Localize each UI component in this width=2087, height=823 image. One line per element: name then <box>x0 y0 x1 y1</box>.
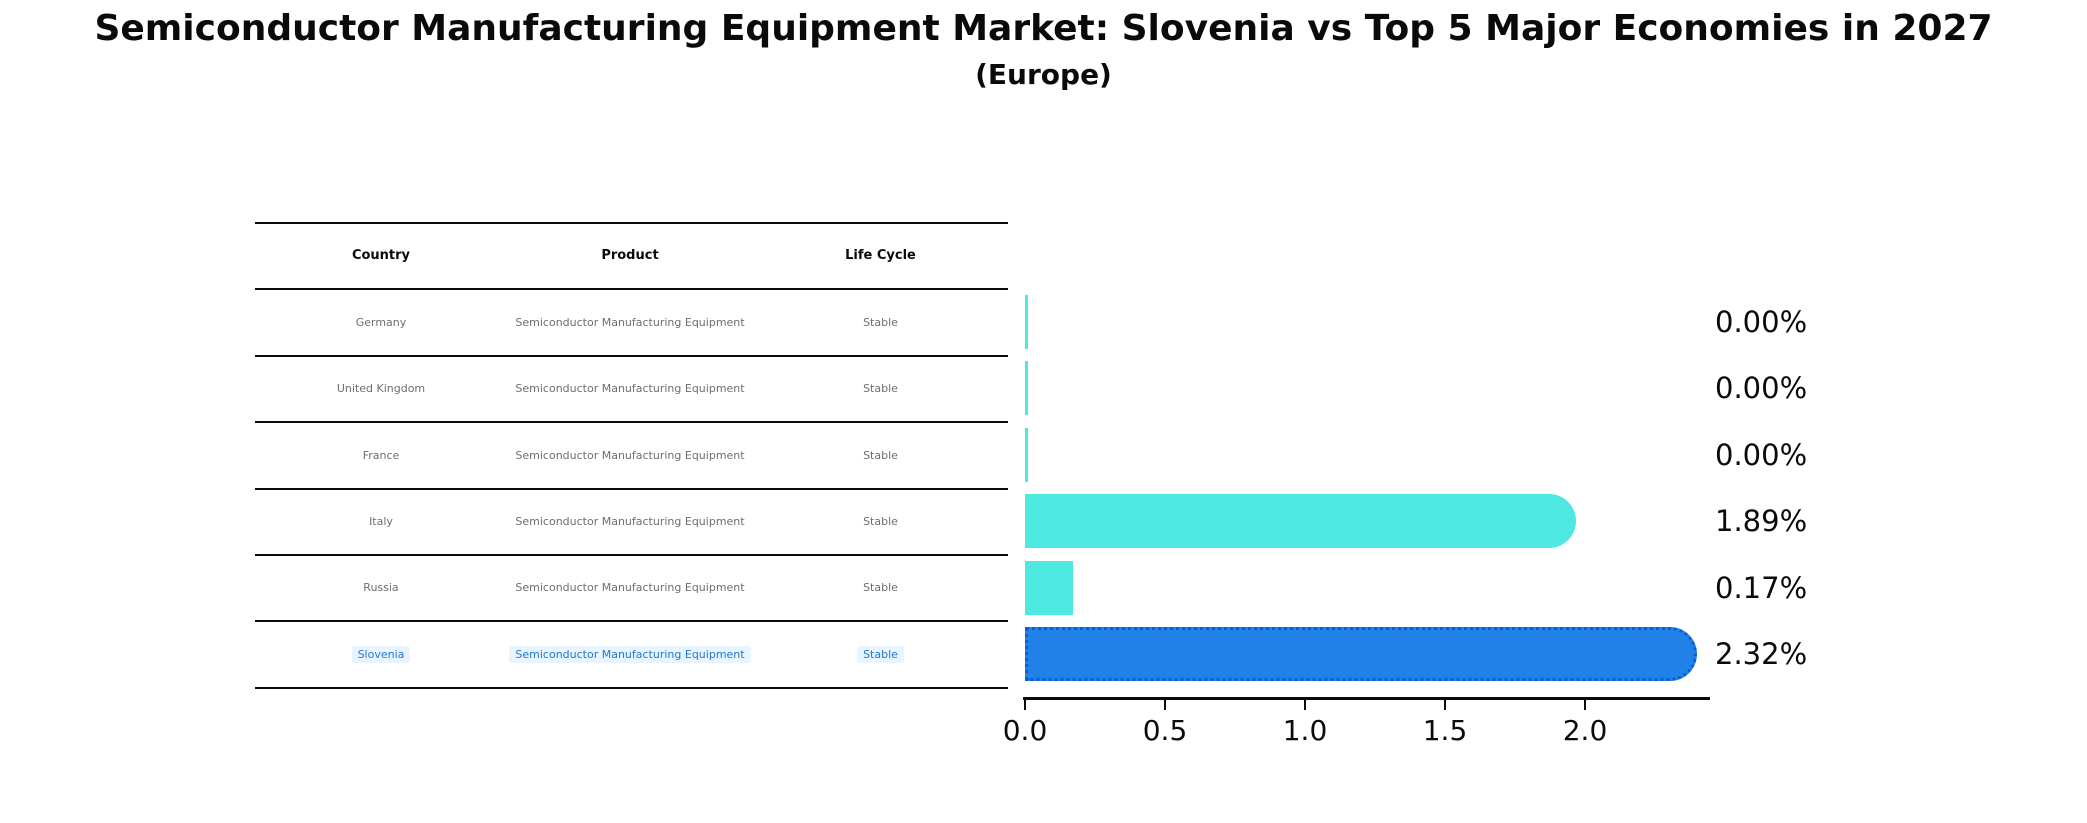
x-tick-label-1: 0.5 <box>1142 714 1188 747</box>
table-header-separator <box>255 288 1008 290</box>
chart-title: Semiconductor Manufacturing Equipment Ma… <box>94 8 1993 49</box>
value-label-germany: 0.00% <box>1715 305 1808 339</box>
bar-italy <box>1025 494 1576 548</box>
x-axis-tick <box>1304 700 1306 710</box>
bar-france <box>1025 428 1028 482</box>
table-row-united-kingdom: United Kingdom Semiconductor Manufacturi… <box>255 355 1008 421</box>
country-cell: Italy <box>369 514 393 528</box>
life-cycle-cell: Stable <box>863 315 898 329</box>
value-label-italy: 1.89% <box>1715 504 1808 538</box>
highlighted-life-cycle-text: Stable <box>857 645 904 663</box>
x-axis-tick <box>1164 700 1166 710</box>
x-tick-label-0: 0.0 <box>1002 714 1048 747</box>
life-cycle-cell: Stable <box>753 645 1008 663</box>
bar-russia <box>1025 561 1073 615</box>
bar-slovenia-highlighted <box>1025 627 1697 681</box>
x-tick-label-2: 1.0 <box>1282 714 1328 747</box>
row-separator <box>255 355 1008 357</box>
table-row-russia: Russia Semiconductor Manufacturing Equip… <box>255 554 1008 620</box>
product-cell: Semiconductor Manufacturing Equipment <box>507 645 753 663</box>
table-row-germany: Germany Semiconductor Manufacturing Equi… <box>255 289 1008 355</box>
table-row-slovenia-highlighted: Slovenia Semiconductor Manufacturing Equ… <box>255 621 1008 687</box>
life-cycle-cell: Stable <box>863 381 898 395</box>
row-separator <box>255 421 1008 423</box>
chart-subtitle: (Europe) <box>975 58 1112 91</box>
table-row-italy: Italy Semiconductor Manufacturing Equipm… <box>255 488 1008 554</box>
row-separator <box>255 554 1008 556</box>
x-axis-tick <box>1024 700 1026 710</box>
product-cell: Semiconductor Manufacturing Equipment <box>515 448 745 462</box>
life-cycle-cell: Stable <box>863 580 898 594</box>
row-separator <box>255 488 1008 490</box>
table-row-france: France Semiconductor Manufacturing Equip… <box>255 422 1008 488</box>
x-axis-tick <box>1444 700 1446 710</box>
country-cell: Slovenia <box>255 645 507 663</box>
value-label-united-kingdom: 0.00% <box>1715 371 1808 405</box>
life-cycle-cell: Stable <box>863 448 898 462</box>
x-axis-tick <box>1584 700 1586 710</box>
x-tick-label-4: 2.0 <box>1562 714 1608 747</box>
bar-united-kingdom <box>1025 361 1028 415</box>
product-cell: Semiconductor Manufacturing Equipment <box>515 514 745 528</box>
product-cell: Semiconductor Manufacturing Equipment <box>515 315 745 329</box>
table-border-top <box>255 222 1008 224</box>
x-tick-label-3: 1.5 <box>1422 714 1468 747</box>
country-cell: France <box>362 448 400 462</box>
column-header-country: Country <box>351 247 411 263</box>
table-border-bottom <box>255 687 1008 689</box>
highlighted-country-text: Slovenia <box>351 645 411 663</box>
product-cell: Semiconductor Manufacturing Equipment <box>515 580 745 594</box>
country-cell: Russia <box>363 580 399 594</box>
value-label-russia: 0.17% <box>1715 571 1808 605</box>
column-header-life-cycle: Life Cycle <box>845 247 916 263</box>
row-separator <box>255 620 1008 622</box>
country-cell: Germany <box>355 315 407 329</box>
table-header-row: Country Product Life Cycle <box>255 222 1008 288</box>
highlighted-product-text: Semiconductor Manufacturing Equipment <box>509 645 751 663</box>
column-header-product: Product <box>601 247 659 263</box>
x-axis-line <box>1023 697 1710 700</box>
product-cell: Semiconductor Manufacturing Equipment <box>515 381 745 395</box>
bar-germany <box>1025 295 1028 349</box>
value-label-slovenia: 2.32% <box>1715 637 1808 671</box>
country-cell: United Kingdom <box>336 381 426 395</box>
life-cycle-cell: Stable <box>863 514 898 528</box>
value-label-france: 0.00% <box>1715 438 1808 472</box>
